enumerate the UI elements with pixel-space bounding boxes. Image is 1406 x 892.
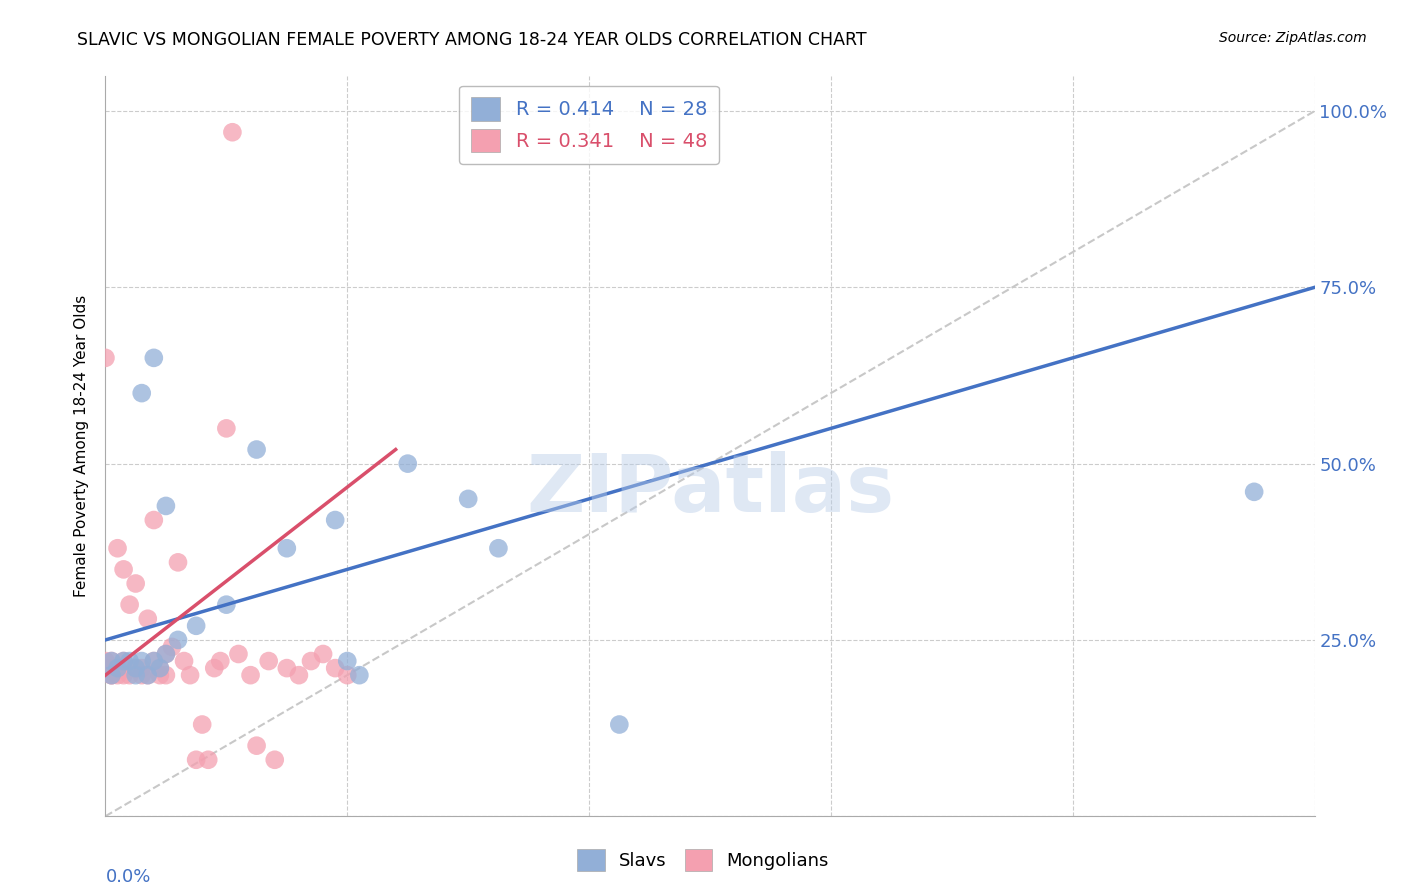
Point [336,654,359,668]
Point [288,668,311,682]
Point [191,717,214,731]
Point [94,654,117,668]
Point [107,668,129,682]
Point [155,647,177,661]
Point [160,640,183,654]
Point [167,632,190,647]
Point [100,668,122,682]
Point [209,654,232,668]
Point [136,612,159,626]
Point [276,541,298,556]
Point [396,457,419,471]
Point [131,386,153,401]
Point [197,753,219,767]
Point [336,668,359,682]
Point [155,668,177,682]
Point [186,619,208,633]
Text: 0.0%: 0.0% [105,868,150,886]
Point [299,654,322,668]
Point [124,668,148,682]
Point [173,654,195,668]
Point [239,668,262,682]
Text: Source: ZipAtlas.com: Source: ZipAtlas.com [1219,31,1367,45]
Y-axis label: Female Poverty Among 18-24 Year Olds: Female Poverty Among 18-24 Year Olds [75,295,90,597]
Point [142,351,165,365]
Point [131,661,153,675]
Point [246,739,269,753]
Point [179,668,201,682]
Point [1243,484,1265,499]
Point [100,654,122,668]
Point [276,661,298,675]
Legend: R = 0.414    N = 28, R = 0.341    N = 48: R = 0.414 N = 28, R = 0.341 N = 48 [460,86,718,164]
Point [124,661,148,675]
Point [118,598,141,612]
Point [349,668,371,682]
Point [263,753,285,767]
Point [136,668,159,682]
Point [107,541,129,556]
Point [131,654,153,668]
Point [94,661,117,675]
Point [312,647,335,661]
Point [112,562,135,576]
Point [323,513,346,527]
Point [131,668,153,682]
Point [457,491,479,506]
Point [323,661,346,675]
Point [100,668,122,682]
Point [228,647,250,661]
Point [149,661,172,675]
Point [124,661,148,675]
Point [215,421,238,435]
Point [155,499,177,513]
Point [118,654,141,668]
Point [100,654,122,668]
Point [186,753,208,767]
Point [107,661,129,675]
Text: ZIPatlas: ZIPatlas [526,451,894,530]
Point [202,661,225,675]
Point [112,654,135,668]
Point [149,661,172,675]
Point [488,541,510,556]
Point [118,668,141,682]
Point [215,598,238,612]
Point [100,668,122,682]
Point [142,654,165,668]
Point [246,442,269,457]
Point [609,717,631,731]
Text: SLAVIC VS MONGOLIAN FEMALE POVERTY AMONG 18-24 YEAR OLDS CORRELATION CHART: SLAVIC VS MONGOLIAN FEMALE POVERTY AMONG… [77,31,868,49]
Legend: Slavs, Mongolians: Slavs, Mongolians [571,842,835,879]
Point [142,654,165,668]
Point [155,647,177,661]
Point [136,668,159,682]
Point [112,654,135,668]
Point [94,351,117,365]
Point [100,661,122,675]
Point [257,654,280,668]
Point [124,576,148,591]
Point [149,668,172,682]
Point [221,125,243,139]
Point [167,555,190,569]
Point [142,513,165,527]
Point [112,668,135,682]
